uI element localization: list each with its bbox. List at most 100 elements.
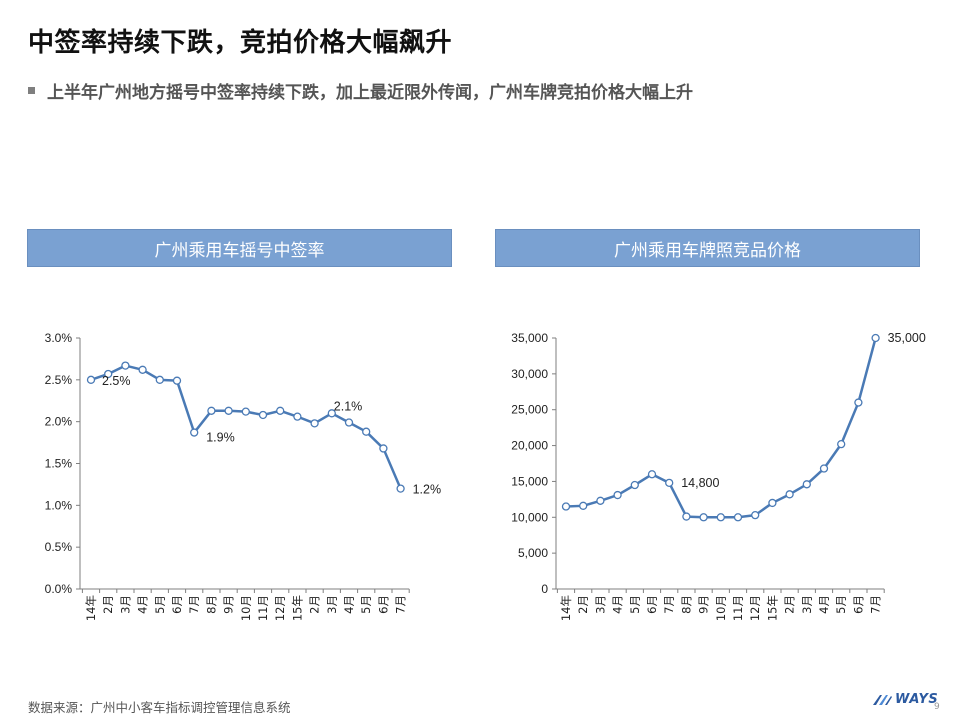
- plate-price-data-point: [561, 502, 571, 511]
- win-rate-data-point: [224, 406, 233, 415]
- win-rate-data-point: [104, 369, 113, 379]
- win-rate-data-point: [379, 444, 388, 453]
- plate-price-x-tick-label: 5月: [628, 595, 642, 614]
- win-rate-x-tick-label: 5月: [153, 595, 167, 614]
- win-rate-x-tick-label: 7月: [394, 595, 408, 614]
- win-rate-x-tick-label: 4月: [136, 595, 150, 614]
- win-rate-data-point: [241, 407, 250, 416]
- plate-price-data-point: [819, 464, 829, 473]
- plate-price-data-point: [647, 470, 657, 479]
- plate-price-x-tick-label: 7月: [662, 595, 676, 614]
- right-chart-header: 广州乘用车牌照竞品价格: [495, 229, 920, 267]
- win-rate-data-point: [396, 484, 405, 493]
- plate-price-data-point: [716, 513, 725, 522]
- plate-price-y-tick-label: 25,000: [511, 403, 548, 417]
- win-rate-y-tick-label: 0.5%: [45, 540, 73, 554]
- plate-price-data-point: [785, 490, 794, 499]
- logo-mark-icon: [873, 694, 892, 705]
- plate-price-x-tick-label: 7月: [869, 595, 883, 614]
- plate-price-data-point: [682, 512, 691, 521]
- win-rate-data-label: 1.9%: [206, 431, 235, 445]
- win-rate-data-point: [207, 406, 216, 415]
- win-rate-x-tick-label: 10月: [239, 595, 253, 621]
- win-rate-data-point: [155, 375, 164, 384]
- subtitle: 上半年广州地方摇号中签率持续下跌，加上最近限外传闻，广州车牌竞拍价格大幅上升: [28, 78, 693, 103]
- win-rate-x-tick-label: 15年: [290, 595, 304, 621]
- plate-price-x-tick-label: 3月: [800, 595, 814, 614]
- data-source-note: 数据来源：广州中小客车指标调控管理信息系统: [28, 700, 291, 715]
- win-rate-y-tick-label: 1.5%: [45, 457, 73, 471]
- win-rate-data-point: [362, 427, 371, 436]
- win-rate-x-tick-label: 9月: [222, 595, 236, 614]
- plate-price-x-tick-label: 15年: [765, 595, 779, 621]
- plate-price-x-tick-label: 6月: [645, 595, 659, 614]
- plate-price-data-point: [751, 510, 760, 520]
- win-rate-x-tick-label: 3月: [118, 595, 132, 614]
- win-rate-x-tick-label: 7月: [187, 595, 201, 614]
- plate-price-x-tick-label: 6月: [851, 595, 865, 614]
- plate-price-data-point: [579, 501, 588, 510]
- plate-price-data-point: [665, 478, 674, 488]
- plate-price-series-line: [565, 337, 877, 519]
- bullet-icon: [28, 87, 35, 94]
- plate-price-data-label: 35,000: [888, 331, 926, 345]
- left-chart-title: 广州乘用车摇号中签率: [154, 240, 325, 261]
- plate-price-x-tick-label: 9月: [697, 595, 711, 614]
- plate-price-data-label: 14,800: [681, 476, 719, 490]
- win-rate-data-label: 1.2%: [413, 483, 442, 497]
- win-rate-data-point: [190, 428, 199, 437]
- right-chart-title: 广州乘用车牌照竞品价格: [614, 240, 801, 261]
- win-rate-data-point: [138, 365, 147, 374]
- win-rate-data-label: 2.5%: [102, 374, 131, 388]
- win-rate-data-point: [310, 419, 319, 428]
- win-rate-x-tick-label: 4月: [342, 595, 356, 614]
- plate-price-y-tick-label: 20,000: [511, 439, 548, 453]
- plate-price-data-point: [699, 513, 708, 522]
- win-rate-y-tick-label: 0.0%: [45, 582, 73, 596]
- plate-price-x-tick-label: 5月: [834, 595, 848, 614]
- plate-price-x-tick-label: 4月: [817, 595, 831, 614]
- plate-price-x-tick-label: 12月: [748, 595, 762, 621]
- plate-price-data-point: [768, 498, 777, 508]
- win-rate-x-tick-label: 12月: [273, 595, 287, 621]
- plate-price-y-tick-label: 5,000: [518, 546, 548, 560]
- win-rate-plot: 0.0%0.5%1.0%1.5%2.0%2.5%3.0%14年 2月 3月 4月 5月 6…: [45, 331, 441, 621]
- win-rate-y-tick-label: 3.0%: [45, 331, 73, 345]
- plate-price-x-tick-label: 14年: [559, 595, 573, 621]
- win-rate-data-point: [327, 409, 336, 418]
- left-chart-header: 广州乘用车摇号中签率: [27, 229, 452, 267]
- page-title: 中签率持续下跌，竞拍价格大幅飙升: [28, 28, 453, 58]
- plate-price-x-tick-label: 2月: [783, 595, 797, 614]
- win-rate-y-tick-label: 2.5%: [45, 373, 73, 387]
- plate-price-data-point: [854, 398, 863, 407]
- plate-price-y-tick-label: 15,000: [511, 474, 548, 488]
- plate-price-plot: 0 5,000 10,000 15,000 20,000 25,000 30,000 35,0…: [511, 331, 926, 621]
- page-number: 9: [934, 702, 940, 712]
- plate-price-data-point: [733, 513, 743, 522]
- win-rate-x-tick-label: 2月: [101, 595, 115, 614]
- plate-price-y-tick-label: 35,000: [511, 331, 548, 345]
- plate-price-x-tick-label: 10月: [714, 595, 728, 621]
- subtitle-text: 上半年广州地方摇号中签率持续下跌，加上最近限外传闻，广州车牌竞拍价格大幅上升: [47, 83, 693, 103]
- win-rate-data-label: 2.1%: [334, 399, 363, 413]
- win-rate-x-tick-label: 3月: [325, 595, 339, 614]
- win-rate-data-point: [86, 375, 96, 384]
- win-rate-data-point: [293, 412, 302, 421]
- plate-price-data-point: [871, 333, 880, 343]
- win-rate-x-tick-label: 6月: [170, 595, 184, 614]
- plate-price-data-point: [613, 490, 622, 500]
- plate-price-data-point: [596, 496, 605, 505]
- win-rate-x-tick-label: 5月: [359, 595, 373, 614]
- win-rate-x-tick-label: 8月: [204, 595, 218, 614]
- win-rate-data-point: [172, 376, 182, 385]
- win-rate-data-point: [258, 410, 268, 420]
- logo-text: WAYS: [895, 692, 939, 707]
- win-rate-data-point: [344, 418, 354, 427]
- plate-price-y-tick-label: 30,000: [511, 367, 548, 381]
- plate-price-x-tick-label: 2月: [576, 595, 590, 614]
- plate-price-data-point: [802, 480, 811, 489]
- win-rate-x-tick-label: 2月: [308, 595, 322, 614]
- win-rate-x-tick-label: 14年: [84, 595, 98, 621]
